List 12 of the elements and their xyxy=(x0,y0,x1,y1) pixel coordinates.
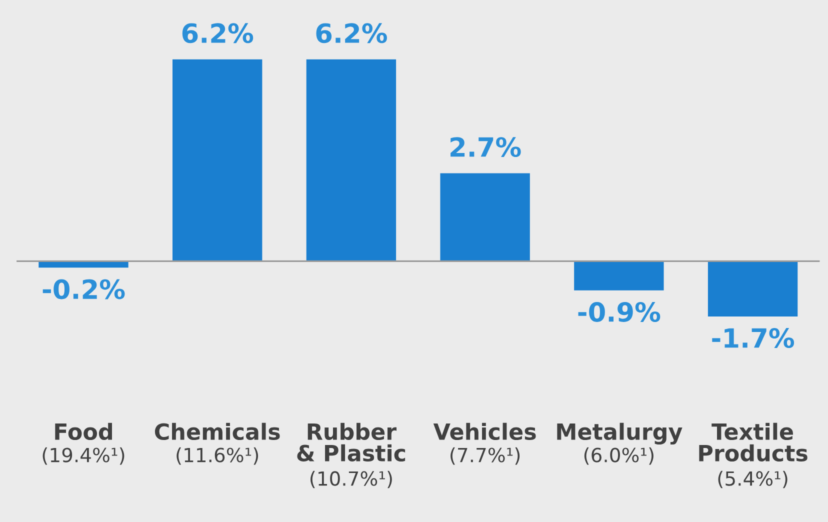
x-tick-label: Food (19.4%¹) xyxy=(42,422,124,465)
data-label: 6.2% xyxy=(182,23,254,44)
data-label: -1.7% xyxy=(712,328,794,348)
data-label: -0.9% xyxy=(578,302,660,322)
data-label: 2.7% xyxy=(450,137,521,158)
x-tick-label: Metalurgy (6.0%¹) xyxy=(557,422,682,465)
data-label: -0.2% xyxy=(42,279,125,300)
x-tick-label: Chemicals (11.6%¹) xyxy=(154,422,280,465)
x-tick-label: Rubber & Plastic (10.7%¹) xyxy=(297,422,406,488)
data-label: 6.2% xyxy=(316,23,387,44)
x-tick-label: Vehicles (7.7%¹) xyxy=(433,422,536,465)
x-tick-label: Textile Products (5.4%¹) xyxy=(699,422,808,488)
